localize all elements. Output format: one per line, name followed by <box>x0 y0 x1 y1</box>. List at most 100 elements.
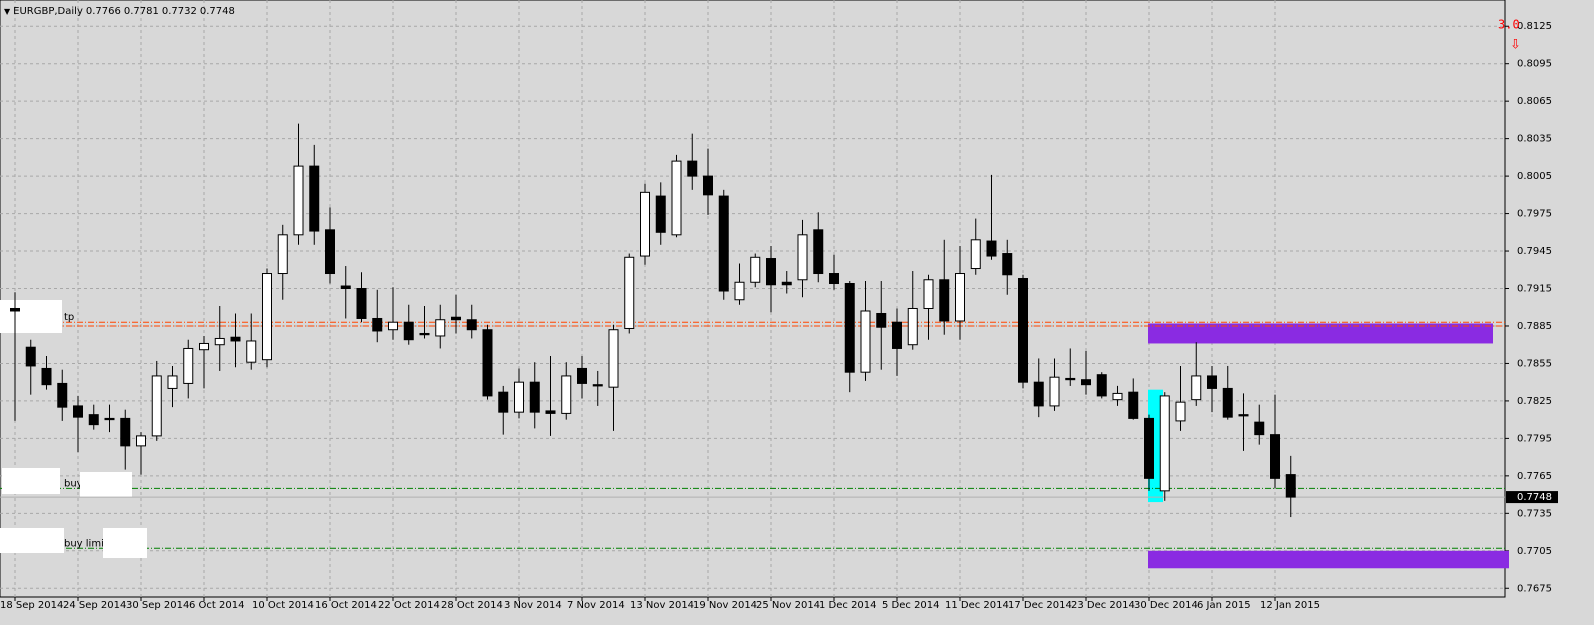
x-tick-label: 24 Sep 2014 <box>63 600 126 611</box>
candle-body <box>466 319 477 331</box>
x-tick-label: 13 Nov 2014 <box>630 600 694 611</box>
candle-body <box>340 285 351 290</box>
candle-body <box>309 165 320 232</box>
candle-body <box>1159 395 1170 492</box>
redaction-box <box>103 528 147 558</box>
candle-body <box>214 337 225 346</box>
candle-body <box>750 256 761 283</box>
candle-body <box>451 316 461 321</box>
candle-body <box>1081 379 1091 386</box>
indicator-label: 3.0 <box>1498 18 1520 32</box>
level-label: tp <box>64 312 74 323</box>
candle-body <box>88 414 99 426</box>
candle-body <box>923 279 934 309</box>
candle-body <box>813 229 824 275</box>
candle-body <box>1207 375 1217 389</box>
candle-body <box>356 288 367 319</box>
candle-body <box>57 382 68 408</box>
x-tick-label: 12 Jan 2015 <box>1260 600 1320 611</box>
y-tick-label: 0.7855 <box>1517 358 1552 369</box>
y-tick-label: 0.8065 <box>1517 96 1552 107</box>
candle-body <box>1128 391 1139 419</box>
candle-body <box>860 310 871 373</box>
level-label: buy <box>64 478 83 489</box>
candle-body <box>829 273 839 285</box>
candle-body <box>1285 474 1296 498</box>
x-tick-label: 30 Sep 2014 <box>126 600 189 611</box>
candle-body <box>246 340 257 363</box>
y-tick-label: 0.7705 <box>1517 546 1552 557</box>
x-tick-label: 30 Dec 2014 <box>1134 600 1198 611</box>
level-label: buy limit <box>64 538 108 549</box>
candle-body <box>277 234 288 275</box>
candle-body <box>1049 376 1060 407</box>
y-tick-label: 0.8125 <box>1517 21 1552 32</box>
candle-body <box>151 375 162 437</box>
candle-body <box>970 239 981 270</box>
redaction-box <box>80 472 132 497</box>
candle-body <box>41 367 52 386</box>
candle-body <box>529 381 540 413</box>
candle-body <box>1144 417 1154 479</box>
candle-body <box>1191 375 1202 401</box>
candle-body <box>561 375 572 414</box>
high-value: 0.7781 <box>123 6 159 17</box>
symbol: EURGBP,Daily <box>13 6 83 17</box>
candle-body <box>592 384 603 387</box>
candle-body <box>73 405 83 418</box>
candle-body <box>199 342 209 351</box>
candle-body <box>1270 434 1280 479</box>
x-tick-label: 1 Dec 2014 <box>819 600 877 611</box>
candle-body <box>545 410 556 414</box>
x-tick-label: 25 Nov 2014 <box>756 600 820 611</box>
candle-body <box>120 417 131 447</box>
candle-body <box>986 240 997 257</box>
candle-body <box>766 258 776 286</box>
candle-body <box>435 319 446 337</box>
candle-body <box>797 234 808 281</box>
y-tick-label: 0.7975 <box>1517 209 1552 220</box>
candle-body <box>293 165 304 236</box>
x-tick-label: 16 Oct 2014 <box>315 600 377 611</box>
candle-body <box>104 417 115 421</box>
candle-body <box>1112 392 1123 401</box>
chart-header: ▼ EURGBP,Daily 0.7766 0.7781 0.7732 0.7748 <box>4 6 238 17</box>
candle-body <box>10 307 20 312</box>
candle-body <box>388 321 398 331</box>
y-tick-label: 0.7675 <box>1517 583 1552 594</box>
candle-body <box>1222 387 1233 418</box>
x-tick-label: 7 Nov 2014 <box>567 600 625 611</box>
candle-body <box>876 312 887 328</box>
x-tick-label: 6 Jan 2015 <box>1197 600 1251 611</box>
zone <box>1148 323 1493 344</box>
redaction-box <box>0 300 62 333</box>
candle-body <box>1096 374 1107 397</box>
y-tick-label: 0.7945 <box>1517 246 1552 257</box>
zone <box>1148 550 1509 569</box>
y-tick-label: 0.7825 <box>1517 396 1552 407</box>
candle-body <box>703 175 713 196</box>
y-tick-label: 0.8035 <box>1517 134 1552 145</box>
candle-body <box>498 391 509 413</box>
x-tick-label: 11 Dec 2014 <box>945 600 1009 611</box>
candle-body <box>1238 414 1249 417</box>
y-tick-label: 0.7735 <box>1517 508 1552 519</box>
candle-body <box>403 321 414 341</box>
price-tag <box>1506 491 1558 504</box>
candle-body <box>687 160 698 177</box>
candle-body <box>734 281 745 301</box>
candle-body <box>1254 421 1265 436</box>
open-value: 0.7766 <box>85 6 121 17</box>
candle-body <box>230 336 241 342</box>
low-value: 0.7732 <box>161 6 197 17</box>
candle-body <box>514 381 524 413</box>
candle-body <box>640 191 650 257</box>
candle-body <box>671 160 682 236</box>
candle-body <box>907 307 918 346</box>
x-tick-label: 23 Dec 2014 <box>1071 600 1135 611</box>
candle-body <box>781 281 792 286</box>
candle-body <box>183 347 194 384</box>
candle-body <box>136 435 146 447</box>
